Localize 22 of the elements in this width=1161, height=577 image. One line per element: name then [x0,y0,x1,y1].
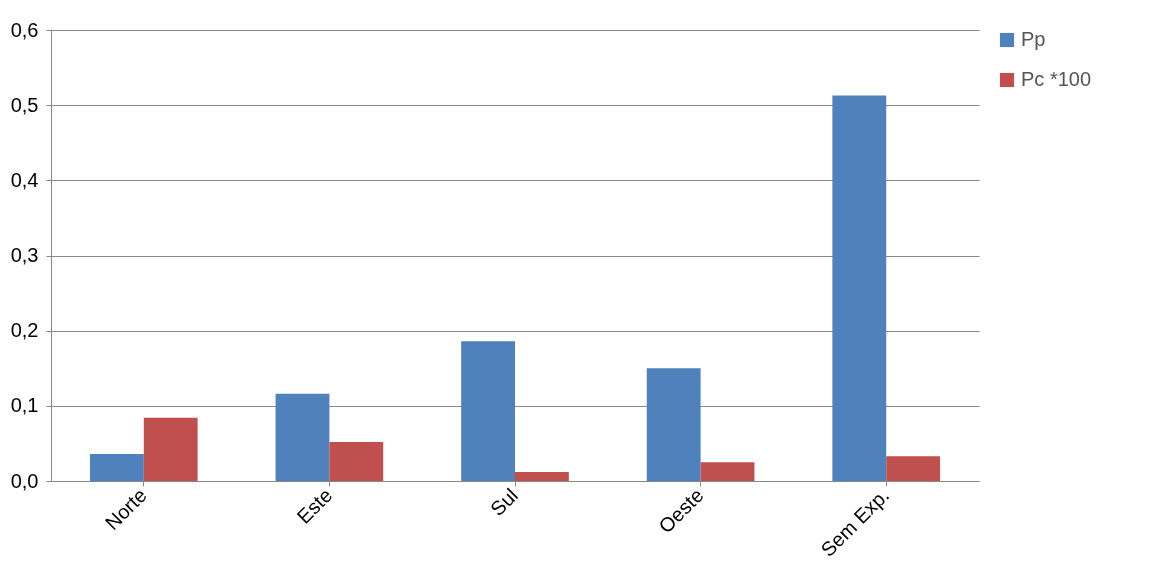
bar [329,441,384,481]
bar [700,462,755,481]
bar [515,471,569,481]
y-tick-label: 0,2 [10,319,39,342]
bar [646,368,701,481]
y-tick-label: 0,1 [10,394,39,417]
legend-label: Pc *100 [1021,68,1092,90]
x-tick-label: Sul [486,484,523,521]
y-tick-label: 0,0 [10,469,39,492]
y-tick-label: 0,6 [10,18,39,41]
x-tick-label: Este [292,484,337,528]
legend-label: Pp [1021,28,1046,50]
x-tick-label: Sem Exp. [816,484,894,561]
bar [143,417,198,481]
bar [832,95,887,481]
bar [275,393,330,481]
bar [89,453,144,481]
y-tick-label: 0,3 [10,244,39,266]
bar [461,341,515,481]
y-tick-label: 0,4 [10,168,39,191]
y-tick-label: 0,5 [10,93,39,116]
bar [886,456,941,481]
